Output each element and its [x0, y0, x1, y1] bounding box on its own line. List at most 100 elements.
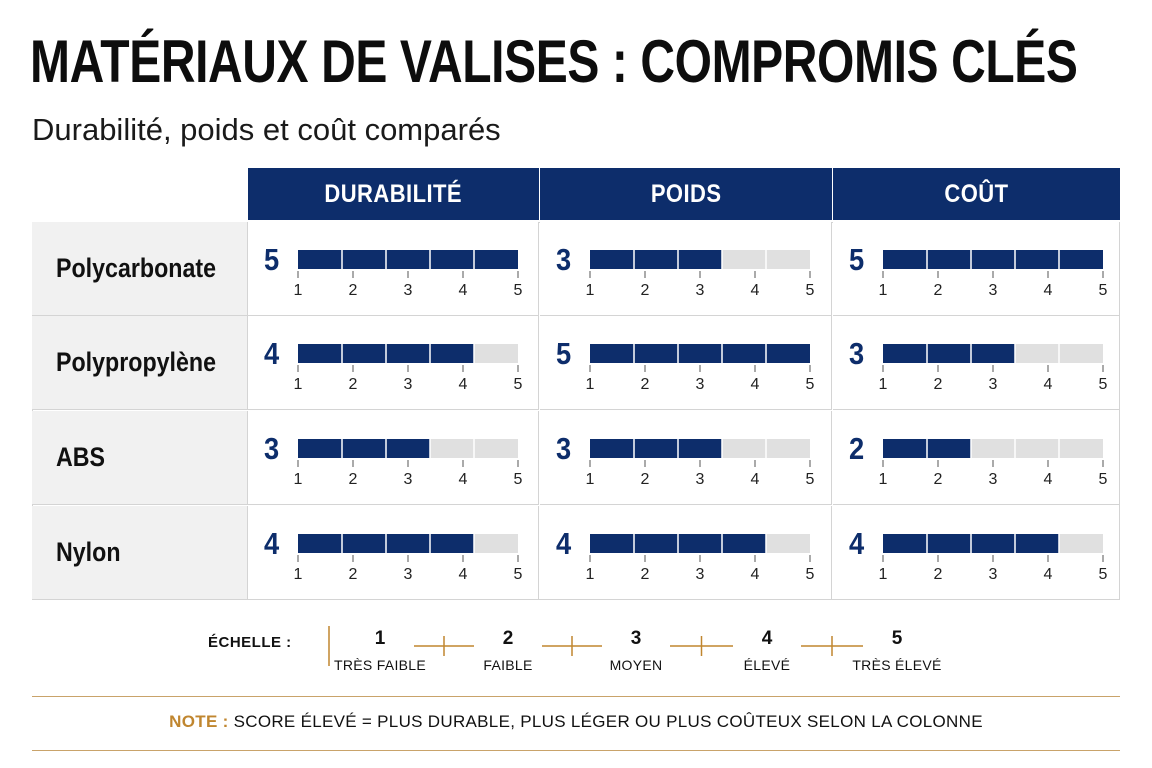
bar-track: 1 2 3 4 5: [294, 439, 523, 488]
tick-label: 4: [1044, 282, 1053, 299]
tick-label: 3: [696, 566, 705, 583]
scale-level-number: 1: [374, 628, 386, 649]
tick-label: 5: [1099, 282, 1108, 299]
tick-label: 2: [934, 471, 943, 488]
tick-label: 5: [806, 566, 815, 583]
tick-label: 5: [514, 566, 523, 583]
row-label-text: Polypropylène: [56, 347, 217, 377]
column-header: COÛT: [833, 168, 1120, 220]
tick-label: 1: [586, 282, 595, 299]
tick-label: 5: [514, 471, 523, 488]
scale-level-number: 5: [891, 628, 903, 649]
score-value: 4: [849, 526, 865, 561]
tick-label: 5: [1099, 566, 1108, 583]
tick-label: 5: [514, 282, 523, 299]
score-value: 3: [556, 242, 572, 277]
column-header-label: DURABILITÉ: [324, 179, 463, 208]
column-header: DURABILITÉ: [248, 168, 539, 220]
bar-track: 1 2 3 4 5: [879, 344, 1108, 393]
tick-label: 2: [934, 376, 943, 393]
tick-label: 3: [404, 376, 413, 393]
tick-label: 5: [1099, 376, 1108, 393]
tick-label: 3: [989, 282, 998, 299]
score-value: 4: [556, 526, 572, 561]
tick-label: 2: [934, 282, 943, 299]
score-value: 4: [264, 526, 280, 561]
tick-label: 3: [696, 282, 705, 299]
scale-line: [328, 626, 863, 666]
tick-label: 3: [696, 376, 705, 393]
bar-track: 1 2 3 4 5: [294, 534, 523, 583]
tick-label: 5: [806, 376, 815, 393]
tick-label: 4: [751, 566, 760, 583]
bar-track: 1 2 3 4 5: [586, 250, 815, 299]
tick-label: 4: [1044, 566, 1053, 583]
tick-label: 1: [294, 566, 303, 583]
row-label: Polycarbonate: [32, 222, 248, 316]
note-text: SCORE ÉLEVÉ = PLUS DURABLE, PLUS LÉGER O…: [233, 712, 983, 731]
tick-label: 2: [641, 471, 650, 488]
bar-track: 1 2 3 4 5: [294, 344, 523, 393]
tick-label: 5: [806, 471, 815, 488]
tick-label: 4: [751, 376, 760, 393]
note-line: NOTE : SCORE ÉLEVÉ = PLUS DURABLE, PLUS …: [0, 712, 1152, 732]
tick-label: 2: [349, 566, 358, 583]
tick-label: 1: [586, 471, 595, 488]
tick-label: 1: [294, 471, 303, 488]
divider-bottom: [32, 750, 1120, 751]
tick-label: 1: [294, 282, 303, 299]
tick-label: 3: [989, 566, 998, 583]
score-value: 3: [556, 431, 572, 466]
bar-fill: [883, 250, 1103, 269]
score-value: 4: [264, 336, 280, 371]
tick-label: 1: [879, 282, 888, 299]
bar-fill: [590, 344, 810, 363]
tick-label: 4: [459, 282, 468, 299]
tick-label: 4: [1044, 376, 1053, 393]
page-subtitle: Durabilité, poids et coût comparés: [32, 112, 501, 147]
tick-label: 1: [294, 376, 303, 393]
bar-track: 1 2 3 4 5: [294, 250, 523, 299]
score-value: 2: [849, 431, 865, 466]
bar-fill: [298, 439, 430, 458]
tick-label: 5: [1099, 471, 1108, 488]
bar-track: 1 2 3 4 5: [879, 439, 1108, 488]
tick-label: 2: [349, 471, 358, 488]
score-value: 5: [849, 242, 865, 277]
tick-label: 1: [879, 471, 888, 488]
tick-label: 3: [989, 471, 998, 488]
tick-label: 2: [641, 566, 650, 583]
bar-track: 1 2 3 4 5: [586, 439, 815, 488]
tick-label: 2: [349, 376, 358, 393]
column-header-label: COÛT: [944, 179, 1009, 208]
tick-label: 2: [349, 282, 358, 299]
scale-title: ÉCHELLE :: [208, 634, 292, 651]
bar-fill: [298, 250, 518, 269]
bar-track: 1 2 3 4 5: [586, 344, 815, 393]
scale-level-label: TRÈS FAIBLE: [334, 657, 426, 673]
tick-label: 4: [459, 471, 468, 488]
bar-track: 1 2 3 4 5: [586, 534, 815, 583]
tick-label: 1: [586, 566, 595, 583]
column-header-label: POIDS: [650, 179, 722, 208]
bar-track: 1 2 3 4 5: [879, 534, 1108, 583]
scale-level-number: 3: [630, 628, 642, 649]
scale-level-label: TRÈS ÉLEVÉ: [852, 657, 942, 673]
row-label: ABS: [32, 411, 248, 505]
row-label: Polypropylène: [32, 316, 248, 410]
row-label-text: Nylon: [56, 537, 121, 567]
score-value: 3: [849, 336, 865, 371]
scale-legend: ÉCHELLE : 1 TRÈS FAIBLE 2 FAIBLE 3 MOYEN 4 ÉLEV…: [0, 618, 1152, 678]
tick-label: 3: [404, 471, 413, 488]
tick-label: 3: [696, 471, 705, 488]
score-value: 5: [264, 242, 280, 277]
bar-fill: [590, 439, 722, 458]
